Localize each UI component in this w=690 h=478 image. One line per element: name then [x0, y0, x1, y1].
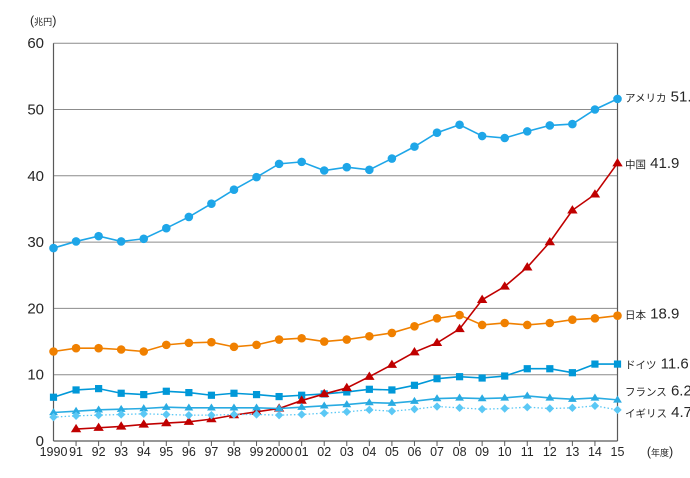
svg-text:イギリス 4.7: イギリス 4.7 [625, 404, 690, 421]
svg-text:94: 94 [137, 445, 151, 459]
svg-text:08: 08 [453, 445, 467, 459]
svg-text:99: 99 [250, 445, 264, 459]
svg-text:04: 04 [362, 445, 376, 459]
svg-text:中国 41.9: 中国 41.9 [625, 155, 679, 172]
svg-text:03: 03 [340, 445, 354, 459]
svg-text:96: 96 [182, 445, 196, 459]
svg-text:15: 15 [611, 445, 625, 459]
svg-text:14: 14 [588, 445, 602, 459]
svg-text:06: 06 [408, 445, 422, 459]
svg-text:01: 01 [295, 445, 309, 459]
svg-text:12: 12 [543, 445, 557, 459]
svg-text:1990: 1990 [40, 445, 68, 459]
svg-text:フランス 6.2: フランス 6.2 [625, 383, 690, 400]
svg-text:30: 30 [27, 234, 44, 251]
svg-text:02: 02 [317, 445, 331, 459]
svg-text:ドイツ 11.6: ドイツ 11.6 [625, 356, 689, 373]
svg-text:07: 07 [430, 445, 444, 459]
svg-text:アメリカ 51.6: アメリカ 51.6 [625, 89, 690, 106]
svg-text:20: 20 [27, 300, 44, 317]
svg-text:09: 09 [475, 445, 489, 459]
svg-text:98: 98 [227, 445, 241, 459]
svg-text:60: 60 [27, 35, 44, 52]
svg-text:(年度): (年度) [647, 445, 673, 459]
svg-text:10: 10 [27, 367, 44, 384]
svg-text:91: 91 [69, 445, 83, 459]
svg-text:05: 05 [385, 445, 399, 459]
svg-text:13: 13 [565, 445, 579, 459]
svg-text:50: 50 [27, 102, 44, 119]
svg-text:10: 10 [498, 445, 512, 459]
svg-text:95: 95 [159, 445, 173, 459]
svg-text:40: 40 [27, 168, 44, 185]
svg-text:2000: 2000 [265, 445, 293, 459]
svg-text:97: 97 [204, 445, 218, 459]
svg-text:(兆円): (兆円) [30, 14, 56, 28]
svg-text:日本 18.9: 日本 18.9 [625, 306, 679, 323]
svg-text:93: 93 [114, 445, 128, 459]
svg-text:11: 11 [521, 445, 534, 459]
svg-text:92: 92 [92, 445, 106, 459]
